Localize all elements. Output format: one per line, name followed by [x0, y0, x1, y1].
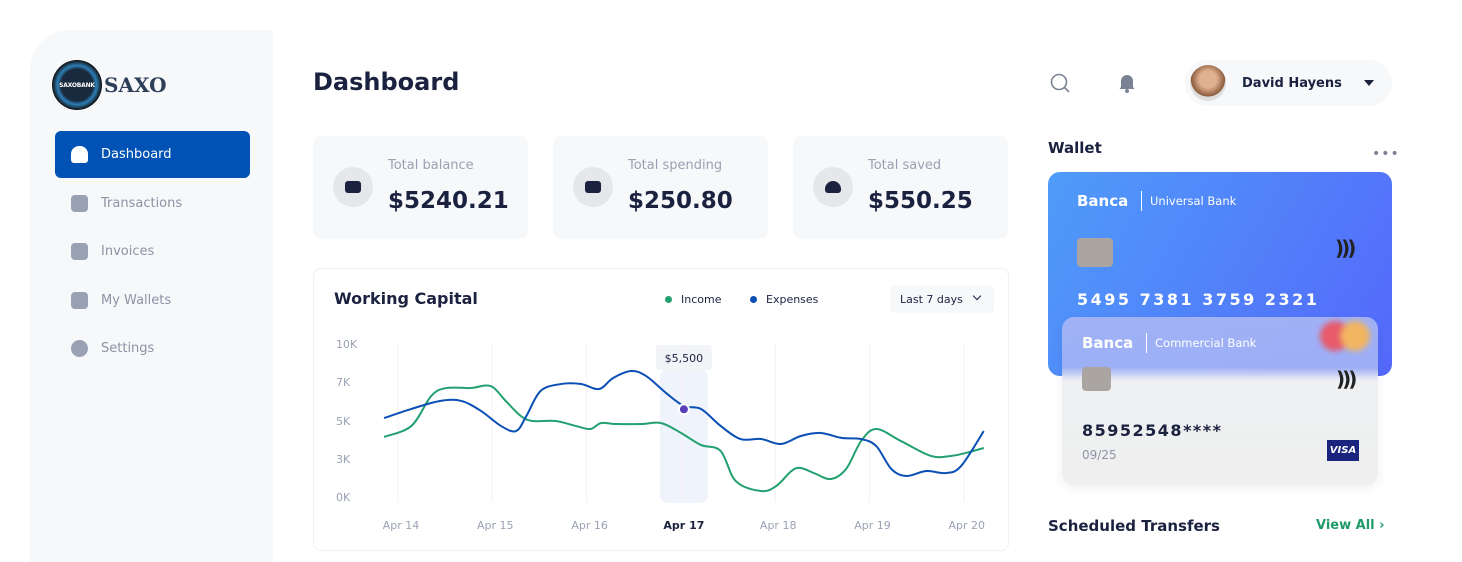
wallet-icon	[333, 167, 373, 207]
stat-label: Total balance	[388, 158, 474, 173]
card-bank: Universal Bank	[1141, 191, 1236, 211]
chevron-down-icon	[972, 291, 982, 301]
x-tick-label: Apr 14	[383, 519, 420, 532]
mastercard-logo-icon	[1320, 321, 1370, 351]
chart-icon	[71, 194, 88, 212]
more-options-icon[interactable]: •••	[1372, 146, 1400, 162]
x-tick-label: Apr 15	[477, 519, 514, 532]
card-expiry: 09/25	[1082, 448, 1117, 462]
sidebar-item-label: Invoices	[101, 244, 155, 260]
view-all-link[interactable]: View All ›	[1316, 518, 1385, 533]
sidebar-item-label: Dashboard	[101, 147, 172, 162]
card-number: 85952548****	[1082, 421, 1223, 440]
sidebar-item-label: Settings	[101, 341, 155, 357]
y-tick-label: 7K	[336, 376, 351, 389]
wallet-icon	[573, 167, 613, 207]
stat-label: Total spending	[628, 158, 723, 173]
data-point	[677, 403, 690, 416]
piggy-bank-icon	[813, 167, 853, 207]
bell-icon[interactable]	[1116, 72, 1138, 94]
sidebar: SAXOBANK SAXO Dashboard Transactions Inv…	[30, 30, 273, 562]
tooltip-value: $5,500	[665, 352, 704, 365]
chip-icon	[1077, 238, 1113, 267]
logo-mark-text: SAXOBANK	[59, 81, 95, 89]
legend-income: Income	[665, 293, 721, 306]
y-tick-label: 0K	[336, 491, 351, 504]
stat-card-total-balance: Total balance $5240.21	[313, 136, 528, 239]
sidebar-nav: Dashboard Transactions Invoices My Walle…	[55, 131, 250, 374]
sidebar-item-label: My Wallets	[101, 292, 172, 308]
y-tick-label: 3K	[336, 453, 351, 466]
chip-icon	[1082, 367, 1111, 391]
sidebar-item-my-wallets[interactable]: My Wallets	[55, 277, 250, 324]
legend-label: Income	[681, 293, 722, 306]
scheduled-transfers-title: Scheduled Transfers	[1048, 517, 1220, 535]
stat-label: Total saved	[868, 158, 942, 173]
card-bank: Commercial Bank	[1146, 333, 1256, 353]
x-tick-label: Apr 16	[571, 519, 608, 532]
sidebar-item-settings[interactable]: Settings	[55, 325, 250, 372]
legend-expenses: Expenses	[750, 293, 818, 306]
y-tick-label: 10K	[336, 338, 358, 351]
stat-value: $550.25	[868, 188, 973, 214]
page-title: Dashboard	[313, 68, 460, 96]
sidebar-item-label: Transactions	[101, 195, 183, 211]
legend-label: Expenses	[766, 293, 819, 306]
date-range-label: Last 7 days	[900, 293, 963, 306]
stat-card-total-saved: Total saved $550.25	[793, 136, 1008, 239]
x-tick-label: Apr 17	[663, 519, 704, 532]
sidebar-item-invoices[interactable]: Invoices	[55, 228, 250, 275]
working-capital-card: Apr 14 Apr 15 Apr 16 Apr 17 Apr 18 Apr 19 Apr …	[313, 268, 1009, 551]
card-brand: Banca	[1077, 192, 1129, 210]
logo-text: SAXO	[104, 73, 167, 97]
x-tick-label: Apr 19	[854, 519, 891, 532]
highlight-band	[659, 369, 708, 503]
gear-icon	[71, 340, 88, 358]
stat-value: $250.80	[628, 188, 733, 214]
y-tick-label: 5K	[336, 415, 351, 428]
stat-card-total-spending: Total spending $250.80	[553, 136, 768, 239]
caret-down-icon	[1364, 80, 1374, 91]
series-line-income	[383, 384, 985, 493]
date-range-dropdown[interactable]: Last 7 days	[890, 285, 994, 313]
user-menu[interactable]: David Hayens	[1185, 60, 1392, 106]
chart-title: Working Capital	[334, 289, 478, 308]
user-name: David Hayens	[1242, 75, 1342, 91]
home-icon	[71, 146, 88, 163]
contactless-icon: )))	[1335, 236, 1356, 260]
sidebar-item-dashboard[interactable]: Dashboard	[55, 131, 250, 178]
card-brand: Banca	[1082, 334, 1134, 352]
stat-value: $5240.21	[388, 188, 509, 214]
avatar	[1190, 65, 1226, 101]
logo[interactable]: SAXOBANK SAXO	[52, 60, 167, 110]
receipt-icon	[71, 243, 88, 261]
search-icon[interactable]	[1049, 72, 1071, 94]
tooltip-box	[655, 345, 712, 370]
x-tick-label: Apr 20	[949, 519, 986, 532]
wallet-title: Wallet	[1048, 139, 1102, 157]
contactless-icon: )))	[1336, 367, 1357, 391]
x-tick-label: Apr 18	[760, 519, 797, 532]
card-number: 5495 7381 3759 2321	[1077, 290, 1320, 309]
wallet-icon	[71, 291, 88, 309]
working-capital-chart: Apr 14 Apr 15 Apr 16 Apr 17 Apr 18 Apr 19 Apr …	[336, 338, 986, 532]
sidebar-item-transactions[interactable]: Transactions	[55, 180, 250, 227]
bank-card-commercial[interactable]: Banca Commercial Bank ))) 85952548**** 0…	[1062, 317, 1378, 485]
logo-mark-icon: SAXOBANK	[52, 60, 102, 110]
visa-logo-icon: VISA	[1327, 440, 1359, 461]
